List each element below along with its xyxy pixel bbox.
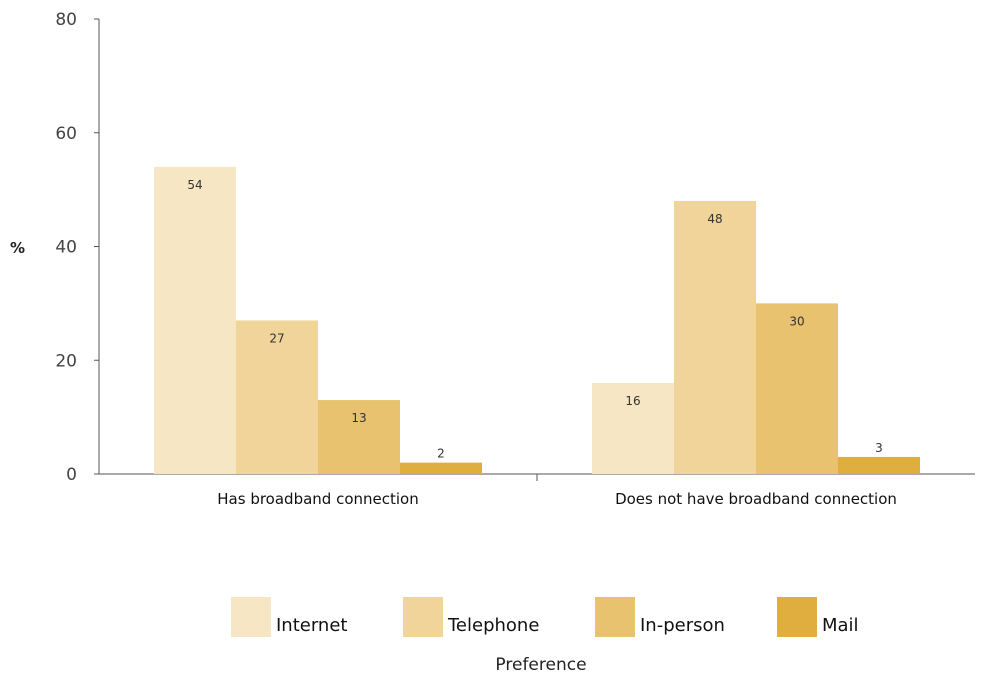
- y-axis-title: %: [10, 239, 25, 257]
- x-axis: Has broadband connection Does not have br…: [99, 473, 975, 508]
- x-category-label: Has broadband connection: [217, 490, 418, 508]
- legend: Internet Telephone In-person Mail: [231, 597, 859, 637]
- y-axis: 0 20 40 60 80: [55, 10, 100, 485]
- legend-label: Mail: [822, 615, 859, 636]
- y-tick-label: 0: [66, 465, 77, 485]
- bar-value-label: 16: [625, 394, 640, 408]
- bar: [400, 462, 482, 474]
- y-tick-label: 20: [55, 351, 77, 371]
- legend-title: Preference: [495, 655, 586, 675]
- y-tick-label: 40: [55, 238, 77, 258]
- bar: [318, 400, 400, 474]
- y-tick-label: 60: [55, 124, 77, 144]
- legend-label: Telephone: [447, 615, 539, 636]
- bar-value-label: 2: [437, 447, 445, 461]
- legend-swatch: [231, 597, 271, 637]
- y-tick-label: 80: [55, 10, 77, 30]
- bar: [236, 320, 318, 474]
- bar-value-label: 54: [187, 178, 202, 192]
- legend-label: In-person: [640, 615, 725, 636]
- legend-swatch: [403, 597, 443, 637]
- legend-label: Internet: [276, 615, 347, 636]
- x-category-label: Does not have broadband connection: [615, 490, 897, 508]
- bar: [592, 383, 674, 474]
- bar: [838, 456, 920, 474]
- bar-value-label: 30: [789, 314, 804, 328]
- bar: [154, 166, 236, 474]
- bar-value-label: 13: [351, 411, 366, 425]
- bar-value-label: 27: [269, 331, 284, 345]
- bar: [674, 201, 756, 474]
- bar: [756, 303, 838, 474]
- legend-swatch: [777, 597, 817, 637]
- bars-group: 54 27 13 2 16 48 30 3: [154, 166, 920, 474]
- legend-swatch: [595, 597, 635, 637]
- bar-value-label: 3: [875, 441, 883, 455]
- bar-value-label: 48: [707, 212, 722, 226]
